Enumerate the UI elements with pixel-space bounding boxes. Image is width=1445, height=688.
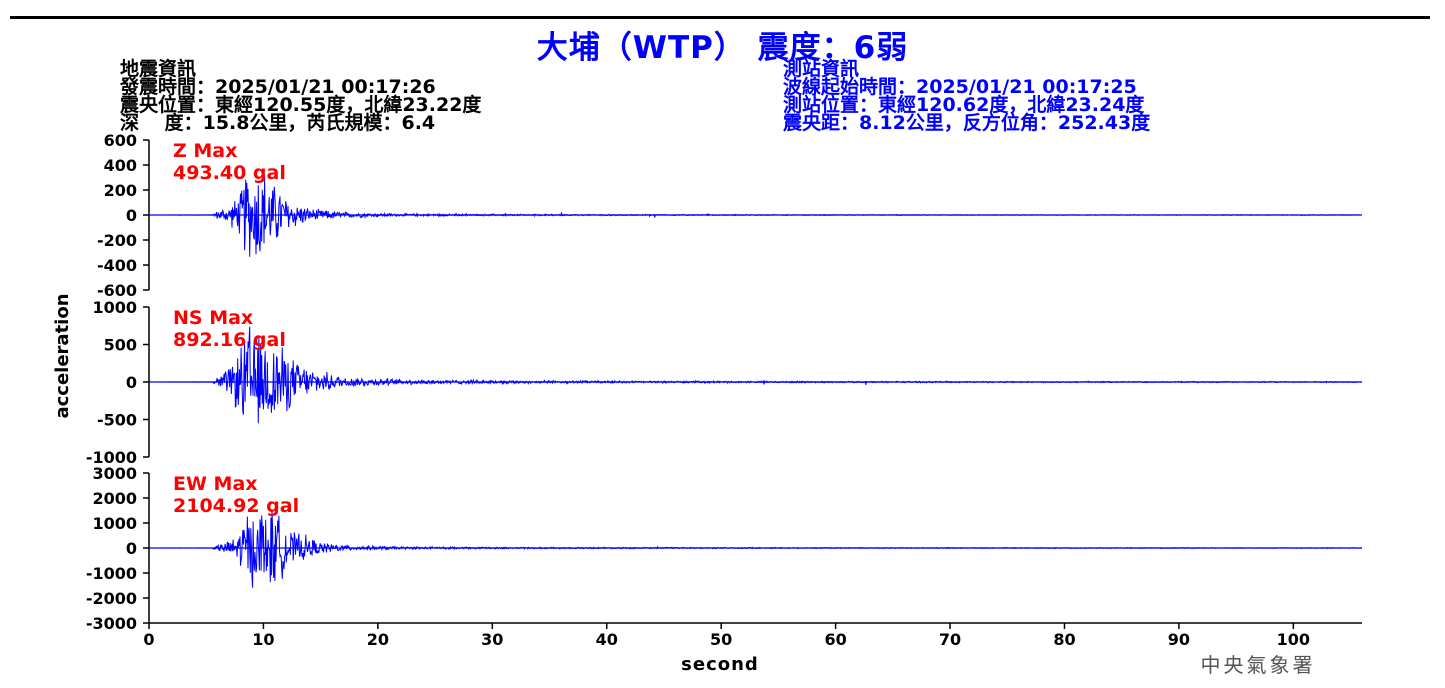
y-tick-label: 400 [104, 156, 137, 175]
y-tick-label: 0 [126, 373, 137, 392]
y-tick-label: 3000 [92, 464, 137, 483]
y-tick-label: 0 [126, 206, 137, 225]
y-tick-label: -3000 [86, 614, 137, 633]
station-info-heading: 測站資訊 [783, 58, 860, 80]
earthquake-info: 地震資訊 發震時間：2025/01/21 00:17:26 震央位置：東經120.5… [120, 58, 482, 134]
quake-time: 發震時間：2025/01/21 00:17:26 [120, 76, 436, 98]
y-tick-label: 0 [126, 539, 137, 558]
waveform-ew [149, 509, 1363, 588]
station-start-time: 波線起始時間：2025/01/21 00:17:25 [783, 76, 1137, 98]
y-tick-label: 600 [104, 131, 137, 150]
y-tick-label: 200 [104, 181, 137, 200]
peak-label-z: Z Max [173, 140, 237, 162]
x-tick-label: 50 [710, 630, 732, 649]
chart-title: 大埔（WTP） 震度：6弱 [536, 30, 909, 66]
x-tick-label: 80 [1053, 630, 1075, 649]
x-tick-label: 40 [596, 630, 618, 649]
quake-epicenter: 震央位置：東經120.55度，北緯23.22度 [120, 94, 482, 116]
y-tick-label: 500 [104, 336, 137, 355]
y-tick-label: -1000 [86, 564, 137, 583]
peak-label-ew: EW Max [173, 473, 258, 495]
top-rule [10, 16, 1430, 19]
y-tick-label: 2000 [92, 489, 137, 508]
station-location: 測站位置：東經120.62度，北緯23.24度 [783, 94, 1145, 116]
credit-text: 中央氣象署 [1201, 653, 1316, 677]
peak-value-z: 493.40 gal [173, 162, 286, 184]
x-tick-label: 100 [1277, 630, 1310, 649]
peak-value-ns: 892.16 gal [173, 329, 286, 351]
peak-label-ns: NS Max [173, 307, 253, 329]
y-tick-label: -600 [97, 281, 137, 300]
x-axis-label: second [681, 654, 759, 675]
quake-info-heading: 地震資訊 [120, 58, 197, 80]
y-tick-label: -400 [97, 256, 137, 275]
peak-value-ew: 2104.92 gal [173, 495, 299, 517]
y-tick-label: -2000 [86, 589, 137, 608]
x-tick-label: 60 [824, 630, 846, 649]
y-tick-label: 1000 [92, 514, 137, 533]
y-axis-label: acceleration [52, 293, 73, 418]
x-tick-label: 20 [367, 630, 389, 649]
y-tick-label: -500 [97, 411, 137, 430]
y-tick-label: -200 [97, 231, 137, 250]
y-tick-label: 1000 [92, 298, 137, 317]
x-tick-label: 10 [252, 630, 274, 649]
station-distance: 震央距：8.12公里，反方位角：252.43度 [783, 112, 1151, 134]
x-tick-label: 30 [481, 630, 503, 649]
quake-depth: 深 度：15.8公里，芮氏規模：6.4 [120, 112, 436, 134]
x-tick-label: 90 [1168, 630, 1190, 649]
x-tick-label: 0 [143, 630, 154, 649]
waveform-z [149, 176, 1362, 257]
y-tick-label: -1000 [86, 448, 137, 467]
station-info: 測站資訊 波線起始時間：2025/01/21 00:17:25 測站位置：東經120… [783, 58, 1151, 134]
waveform-ns [149, 326, 1363, 424]
x-tick-label: 70 [939, 630, 961, 649]
